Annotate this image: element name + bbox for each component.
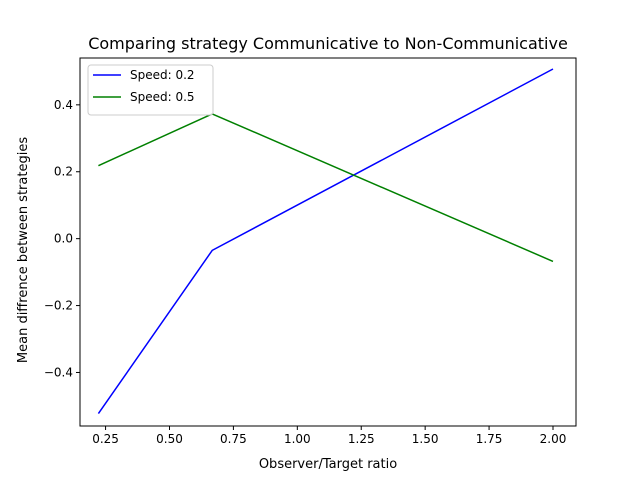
x-tick-label: 1.50: [412, 432, 439, 446]
legend-box: [87, 64, 214, 116]
y-tick-label: 0.4: [54, 98, 73, 112]
x-tick-label: 0.25: [92, 432, 119, 446]
series-line-1: [97, 68, 554, 415]
legend-label: Speed: 0.5: [130, 90, 195, 104]
x-tick-label: 0.75: [220, 432, 247, 446]
chart-title: Comparing strategy Communicative to Non-…: [88, 34, 568, 53]
y-tick-label: −0.4: [44, 365, 73, 379]
x-tick-label: 0.50: [156, 432, 183, 446]
y-tick-label: −0.2: [44, 299, 73, 313]
x-axis-label: Observer/Target ratio: [259, 457, 397, 472]
x-tick-label: 1.75: [476, 432, 503, 446]
x-tick-label: 1.25: [348, 432, 375, 446]
y-axis-label: Mean diffrence between strategies: [16, 137, 31, 363]
x-axis: 0.25 0.50 0.75 1.00 1.25 1.50 1.75 2.00: [92, 426, 566, 446]
legend: Speed: 0.2 Speed: 0.5: [87, 64, 214, 116]
y-tick-label: 0.0: [54, 232, 73, 246]
x-tick-label: 1.00: [284, 432, 311, 446]
x-tick-label: 2.00: [540, 432, 567, 446]
y-tick-label: 0.2: [54, 165, 73, 179]
plot-frame: [79, 57, 577, 427]
y-axis: −0.4 −0.2 0.0 0.2 0.4: [44, 98, 80, 379]
legend-label: Speed: 0.2: [130, 68, 195, 82]
